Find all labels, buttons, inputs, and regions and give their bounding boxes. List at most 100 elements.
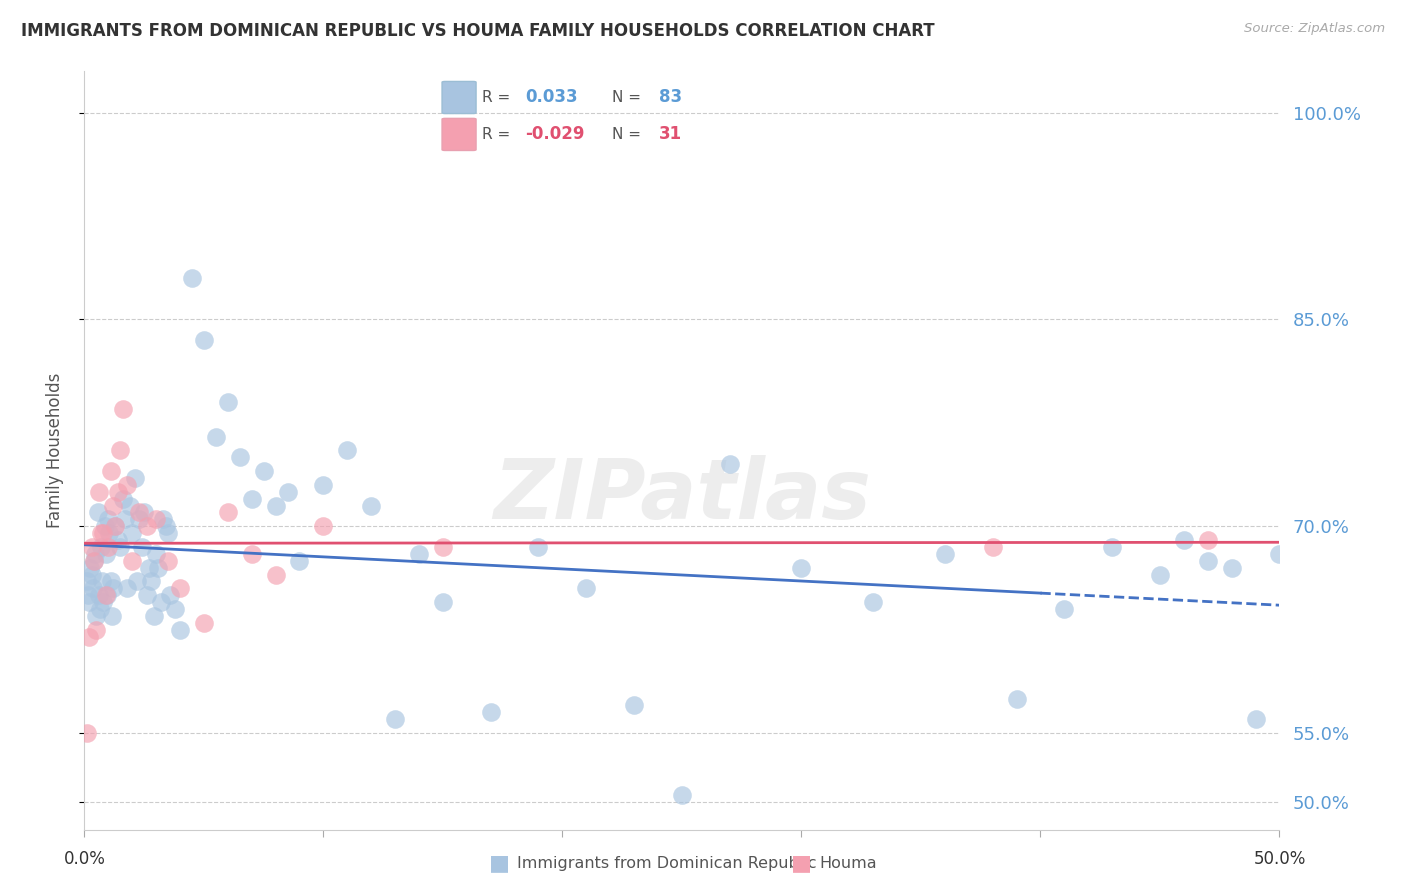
Point: [1268, 547, 1291, 561]
Point: [107, 484, 129, 499]
Point: [253, 464, 276, 478]
Point: [76, 574, 98, 589]
Point: [193, 615, 215, 630]
Point: [384, 712, 406, 726]
Point: [118, 499, 141, 513]
Point: [97, 512, 120, 526]
Text: N =: N =: [612, 127, 641, 142]
Text: IMMIGRANTS FROM DOMINICAN REPUBLIC VS HOUMA FAMILY HOUSEHOLDS CORRELATION CHART: IMMIGRANTS FROM DOMINICAN REPUBLIC VS HO…: [21, 22, 935, 40]
Point: [148, 560, 170, 574]
Point: [80, 540, 103, 554]
Point: [277, 484, 299, 499]
Point: [135, 588, 157, 602]
Point: [157, 554, 180, 568]
Point: [152, 512, 174, 526]
Text: ■: ■: [489, 854, 509, 873]
Point: [94, 547, 117, 561]
Point: [360, 499, 382, 513]
Point: [862, 595, 884, 609]
Text: Source: ZipAtlas.com: Source: ZipAtlas.com: [1244, 22, 1385, 36]
Point: [83, 554, 105, 568]
Point: [87, 588, 110, 602]
Point: [229, 450, 252, 465]
Text: 83: 83: [658, 88, 682, 106]
Point: [98, 526, 121, 541]
Point: [90, 540, 112, 554]
Point: [934, 547, 956, 561]
Point: [80, 567, 103, 582]
Point: [76, 726, 98, 740]
Point: [718, 457, 741, 471]
Point: [128, 512, 150, 526]
Point: [79, 560, 101, 574]
Point: [77, 595, 100, 609]
Point: [93, 519, 115, 533]
Text: 31: 31: [658, 126, 682, 144]
Text: 50.0%: 50.0%: [1253, 850, 1306, 868]
Point: [100, 574, 122, 589]
Point: [149, 595, 172, 609]
Point: [111, 491, 134, 506]
Point: [1244, 712, 1267, 726]
Point: [205, 430, 228, 444]
Point: [93, 595, 115, 609]
Point: [121, 526, 143, 541]
Point: [1197, 554, 1219, 568]
Point: [312, 519, 335, 533]
Point: [124, 471, 146, 485]
Point: [217, 395, 239, 409]
Point: [101, 608, 124, 623]
Point: [193, 333, 215, 347]
Text: 0.0%: 0.0%: [63, 850, 105, 868]
Point: [100, 464, 122, 478]
Point: [1053, 602, 1076, 616]
Point: [1101, 540, 1123, 554]
Point: [77, 630, 100, 644]
Point: [575, 582, 598, 596]
Point: [145, 512, 167, 526]
Point: [111, 402, 134, 417]
Point: [408, 547, 430, 561]
Point: [240, 547, 263, 561]
Point: [89, 602, 111, 616]
Point: [432, 540, 454, 554]
Point: [96, 588, 118, 602]
Point: [145, 547, 167, 561]
Point: [86, 506, 108, 520]
Point: [1197, 533, 1219, 547]
Point: [157, 526, 180, 541]
Point: [86, 608, 108, 623]
Point: [117, 582, 139, 596]
Point: [159, 588, 181, 602]
Point: [527, 540, 550, 554]
Point: [240, 491, 263, 506]
Point: [141, 574, 163, 589]
Point: [288, 554, 311, 568]
Point: [101, 582, 124, 596]
Point: [165, 602, 187, 616]
Point: [132, 506, 156, 520]
FancyBboxPatch shape: [441, 81, 477, 113]
Point: [128, 506, 150, 520]
Point: [155, 519, 177, 533]
Point: [91, 574, 114, 589]
Point: [94, 588, 117, 602]
Point: [217, 506, 239, 520]
Text: -0.029: -0.029: [526, 126, 585, 144]
Point: [110, 443, 132, 458]
Point: [264, 567, 287, 582]
Text: ■: ■: [792, 854, 811, 873]
Text: Houma: Houma: [820, 856, 877, 871]
Point: [86, 623, 108, 637]
Text: R =: R =: [482, 90, 510, 105]
Point: [104, 519, 127, 533]
Point: [1220, 560, 1243, 574]
Point: [312, 478, 335, 492]
Point: [138, 560, 160, 574]
Point: [125, 574, 148, 589]
Point: [117, 478, 139, 492]
Text: 0.033: 0.033: [526, 88, 578, 106]
Point: [1173, 533, 1195, 547]
Point: [1149, 567, 1171, 582]
Point: [107, 533, 129, 547]
